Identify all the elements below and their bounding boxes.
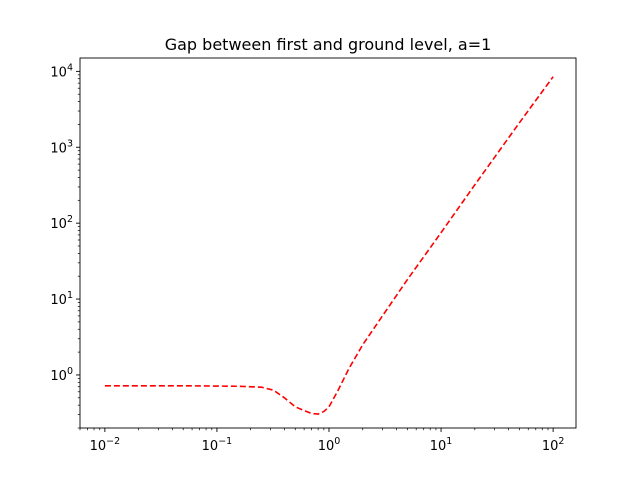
series-line: [104, 76, 554, 415]
y-tick-label-base: 10: [50, 369, 67, 384]
chart-title: Gap between first and ground level, a=1: [165, 35, 492, 54]
y-tick-label: 104: [50, 62, 73, 80]
x-tick-label: 10−2: [90, 436, 121, 454]
y-tick-label-exponent: 4: [67, 62, 73, 73]
y-tick-label-base: 10: [50, 293, 67, 308]
y-tick-label-exponent: 2: [67, 214, 73, 225]
x-tick-label-base: 10: [542, 439, 559, 454]
x-tick-label: 102: [542, 436, 565, 454]
x-tick-label-base: 10: [430, 439, 447, 454]
x-tick-label-base: 10: [90, 439, 107, 454]
x-tick-label-exponent: 0: [334, 436, 340, 447]
y-tick-label-base: 10: [50, 141, 67, 156]
x-tick-label-exponent: −1: [218, 436, 232, 447]
y-tick-label-exponent: 3: [67, 138, 73, 149]
y-tick-label-exponent: 0: [67, 366, 73, 377]
y-tick-label: 102: [50, 214, 73, 232]
y-tick-label: 100: [50, 366, 73, 384]
y-tick-label-base: 10: [50, 217, 67, 232]
x-tick-label-exponent: 1: [446, 436, 452, 447]
x-axis-ticks: 10−2 10−1 100 101 102: [79, 428, 565, 454]
axes-frame: [79, 57, 577, 429]
y-tick-label-exponent: 1: [67, 290, 73, 301]
x-tick-label: 10−1: [202, 436, 233, 454]
y-tick-label: 103: [50, 138, 73, 156]
x-tick-label-base: 10: [202, 439, 219, 454]
y-tick-label: 101: [50, 290, 73, 308]
x-tick-label-exponent: 2: [558, 436, 564, 447]
x-tick-label-exponent: −2: [106, 436, 120, 447]
y-tick-label-base: 10: [50, 65, 67, 80]
x-tick-label-base: 10: [318, 439, 335, 454]
x-tick-label: 100: [318, 436, 341, 454]
x-tick-label: 101: [430, 436, 453, 454]
